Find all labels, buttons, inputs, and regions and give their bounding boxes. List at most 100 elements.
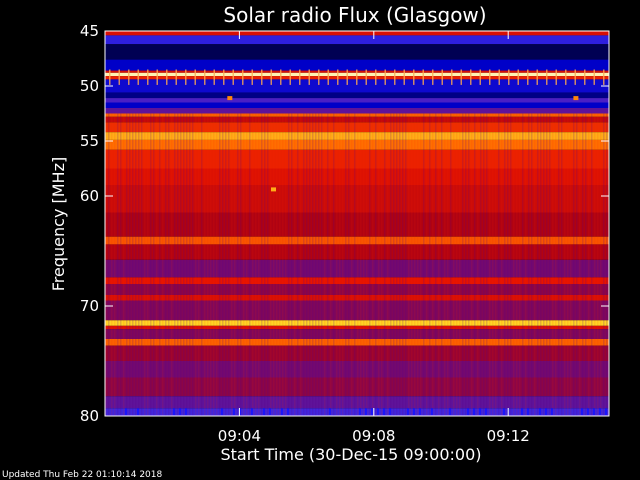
- texture-speckle: [467, 408, 469, 415]
- texture-streak: [207, 113, 209, 416]
- texture-streak: [240, 113, 242, 416]
- texture-streak: [246, 113, 248, 416]
- texture-speckle: [389, 408, 391, 415]
- texture-speckle: [371, 408, 373, 415]
- texture-streak: [150, 113, 152, 416]
- texture-streak: [468, 113, 470, 416]
- texture-dash: [337, 69, 339, 85]
- x-axis-label: Start Time (30-Dec-15 09:00:00): [220, 445, 481, 464]
- texture-streak: [117, 113, 119, 416]
- texture-streak: [180, 113, 182, 416]
- texture-streak: [225, 113, 227, 416]
- texture-speckle: [263, 408, 265, 415]
- heatmap-band: [105, 108, 609, 114]
- texture-streak: [108, 113, 110, 416]
- heatmap-band: [105, 132, 609, 140]
- texture-speckle: [239, 408, 241, 415]
- heatmap-band: [105, 329, 609, 339]
- texture-streak: [426, 113, 428, 416]
- texture-streak: [141, 113, 143, 416]
- texture-speckle: [221, 408, 223, 415]
- texture-streak: [303, 113, 305, 416]
- plot-frame: [104, 30, 610, 417]
- texture-streak: [270, 113, 272, 416]
- texture-streak: [519, 113, 521, 416]
- texture-streak: [192, 113, 194, 416]
- heatmap-band: [105, 31, 609, 36]
- texture-streak: [471, 113, 473, 416]
- heatmap-band: [105, 345, 609, 361]
- texture-speckle: [599, 408, 601, 415]
- texture-streak: [255, 113, 257, 416]
- heatmap-band: [105, 44, 609, 60]
- y-tick-label: 60: [80, 187, 99, 205]
- heatmap-band: [105, 102, 609, 108]
- texture-streak: [372, 113, 374, 416]
- heatmap-spot: [271, 187, 276, 192]
- y-axis-ticks: 45 50 55 60 70 80: [80, 22, 609, 425]
- texture-speckle: [551, 408, 553, 415]
- texture-streak: [504, 113, 506, 416]
- texture-streak: [462, 113, 464, 416]
- heatmap-band: [105, 325, 609, 330]
- heatmap-band: [105, 35, 609, 45]
- texture-streak: [600, 113, 602, 416]
- texture-dash: [194, 69, 196, 85]
- texture-speckle: [473, 408, 475, 415]
- heatmap-band: [105, 277, 609, 284]
- texture-speckle: [521, 408, 523, 415]
- heatmap-band: [105, 149, 609, 169]
- texture-streak: [174, 113, 176, 416]
- texture-streak: [387, 113, 389, 416]
- texture-speckle: [287, 408, 289, 415]
- texture-streak: [321, 113, 323, 416]
- texture-streak: [276, 113, 278, 416]
- texture-streak: [570, 113, 572, 416]
- texture-streak: [597, 113, 599, 416]
- texture-streak: [228, 113, 230, 416]
- texture-streak: [165, 113, 167, 416]
- texture-dash: [375, 69, 377, 85]
- texture-dash: [593, 69, 595, 85]
- heatmap-band: [105, 59, 609, 71]
- texture-streak: [138, 113, 140, 416]
- texture-streak: [114, 113, 116, 416]
- texture-streak: [492, 113, 494, 416]
- texture-streak: [282, 113, 284, 416]
- texture-streak: [327, 113, 329, 416]
- texture-streak: [594, 113, 596, 416]
- texture-streak: [210, 113, 212, 416]
- texture-streak: [198, 113, 200, 416]
- texture-streak: [294, 113, 296, 416]
- texture-dash: [261, 69, 263, 85]
- heatmap-band: [105, 236, 609, 245]
- texture-dash: [422, 69, 424, 85]
- texture-dash: [213, 69, 215, 85]
- texture-streak: [267, 113, 269, 416]
- texture-speckle: [251, 408, 253, 415]
- texture-dash: [574, 69, 576, 85]
- texture-streak: [417, 113, 419, 416]
- texture-dash: [270, 69, 272, 85]
- texture-streak: [333, 113, 335, 416]
- heatmap-band: [105, 79, 609, 93]
- texture-speckle: [503, 408, 505, 415]
- texture-streak: [360, 113, 362, 416]
- x-tick-label: 09:04: [218, 427, 261, 445]
- texture-streak: [501, 113, 503, 416]
- texture-speckle: [383, 408, 385, 415]
- texture-streak: [129, 113, 131, 416]
- heatmap-band: [105, 139, 609, 150]
- texture-streak: [351, 113, 353, 416]
- heatmap-band: [105, 408, 609, 416]
- texture-streak: [477, 113, 479, 416]
- texture-streak: [591, 113, 593, 416]
- texture-dash: [498, 69, 500, 85]
- texture-dash: [223, 69, 225, 85]
- texture-speckle: [377, 408, 379, 415]
- texture-streak: [507, 113, 509, 416]
- texture-streak: [588, 113, 590, 416]
- heatmap-band: [105, 185, 609, 213]
- heatmap-band: [105, 300, 609, 321]
- texture-streak: [603, 113, 605, 416]
